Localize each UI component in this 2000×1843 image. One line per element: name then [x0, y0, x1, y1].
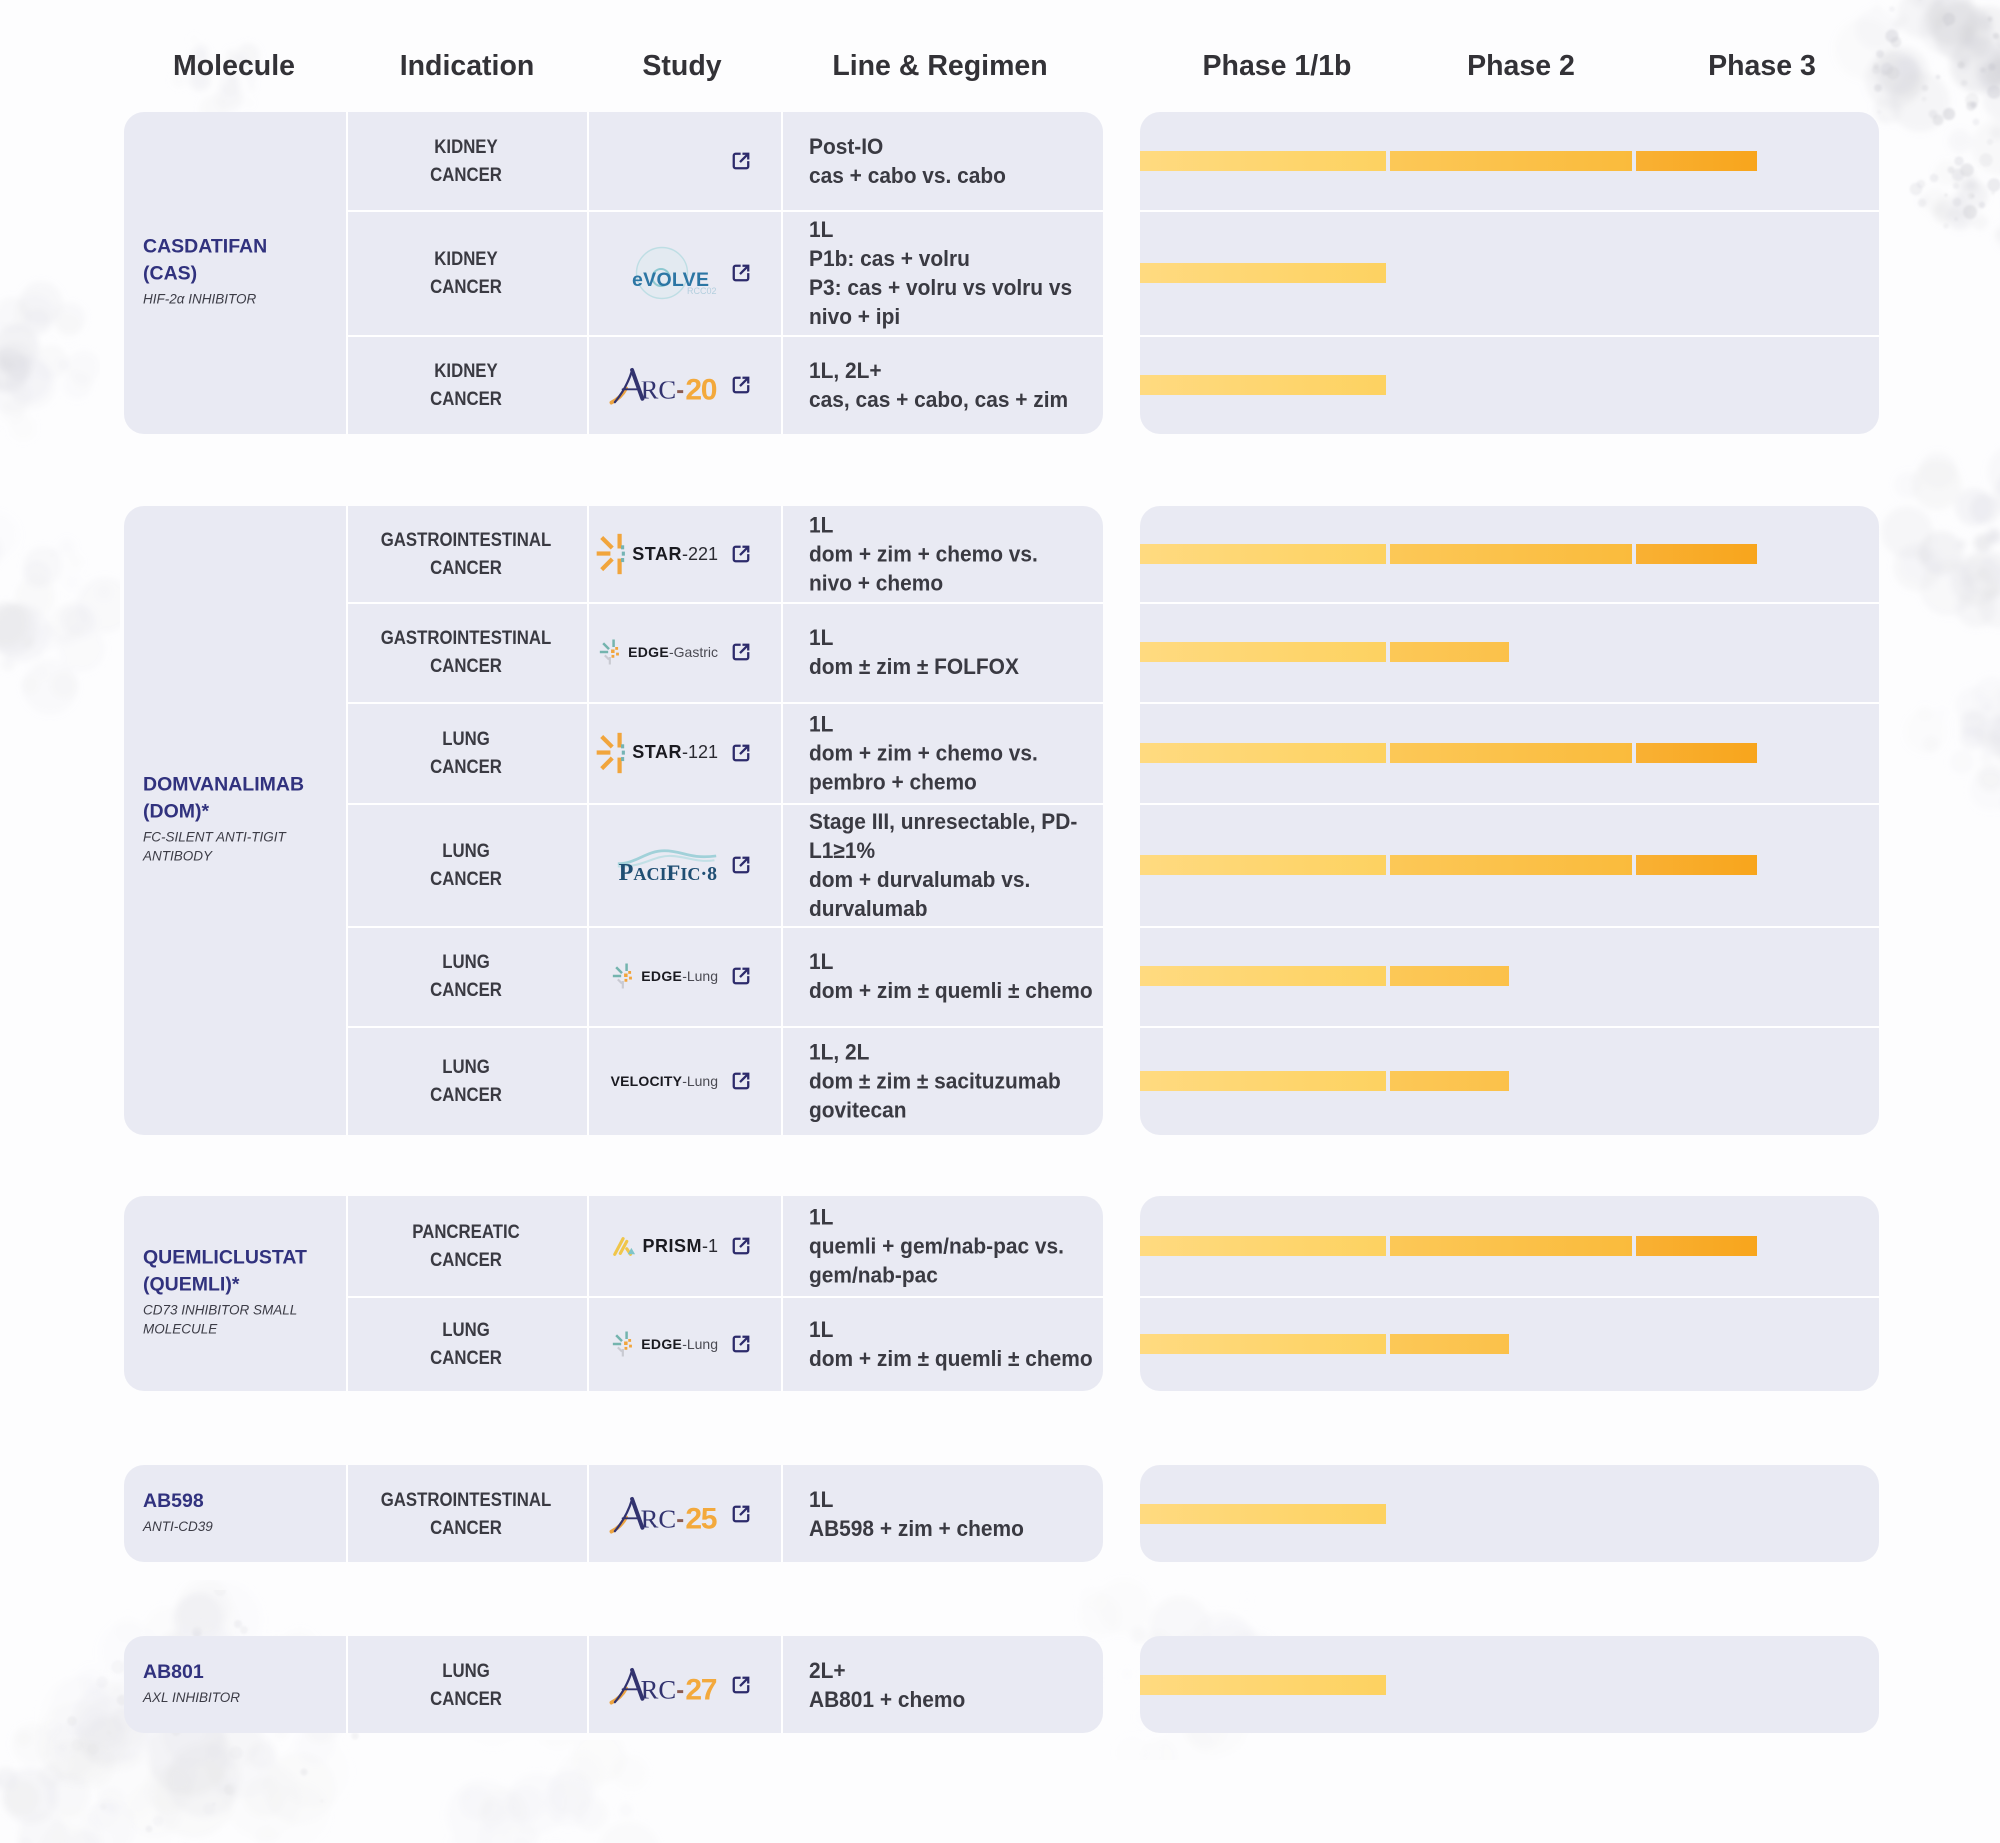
- svg-text:27: 27: [685, 1673, 716, 1706]
- svg-text:RC: RC: [641, 1674, 677, 1704]
- svg-text:20: 20: [685, 373, 716, 406]
- svg-text:RCC02: RCC02: [687, 286, 717, 296]
- svg-text:25: 25: [685, 1502, 716, 1535]
- svg-text:RC: RC: [641, 374, 677, 404]
- svg-text:eVOLVE: eVOLVE: [632, 269, 709, 291]
- svg-text:PACIFIC·8: PACIFIC·8: [619, 859, 717, 886]
- svg-text:RC: RC: [641, 1503, 677, 1533]
